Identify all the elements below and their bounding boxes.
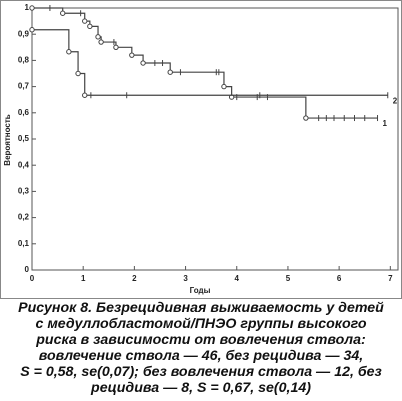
event-marker	[82, 92, 88, 98]
y-tick-label: 0,8	[18, 56, 30, 65]
chart-frame	[0, 0, 402, 299]
x-tick-label: 1	[81, 274, 86, 283]
event-marker	[60, 10, 66, 16]
x-tick-label: 4	[235, 274, 240, 283]
x-tick-label: 3	[183, 274, 188, 283]
plot-frame	[31, 7, 399, 271]
y-axis-label: Вероятность	[3, 114, 12, 165]
y-tick-label: 1	[25, 3, 30, 12]
event-marker	[66, 49, 72, 55]
y-tick-label: 0,6	[18, 108, 30, 117]
curve-label: 2	[393, 96, 398, 105]
caption-line: Рисунок 8. Безрецидивная выживаемость у …	[18, 300, 384, 316]
event-marker	[98, 39, 104, 45]
event-marker	[29, 27, 35, 33]
event-marker	[95, 34, 101, 40]
event-marker	[113, 44, 119, 50]
y-tick-label: 0,5	[18, 134, 30, 143]
event-marker	[75, 70, 81, 77]
event-marker	[29, 5, 35, 11]
caption-line: рецидива — 8, S = 0,67, se(0,14)	[91, 380, 311, 396]
event-marker	[167, 69, 173, 75]
y-tick-label: 0,7	[18, 82, 30, 91]
x-tick-label: 2	[132, 274, 137, 283]
y-tick-label: 0,3	[18, 187, 30, 196]
y-tick-label: 0,2	[18, 213, 30, 222]
event-marker	[82, 18, 88, 24]
caption-line: вовлечение ствола — 46, без рецидива — 3…	[38, 348, 364, 364]
caption-line: с медуллобластомой/ПНЭО группы высокого	[35, 316, 367, 332]
y-tick-label: 0,9	[18, 29, 30, 38]
y-tick-label: 0,4	[18, 160, 30, 169]
x-tick-label: 5	[286, 274, 291, 283]
survival-curve	[32, 29, 388, 96]
curve-label: 1	[383, 119, 388, 128]
event-marker	[87, 23, 93, 30]
caption-line: риска в зависимости от вовлечения ствола…	[36, 332, 366, 348]
x-axis-label: Годы	[190, 286, 211, 295]
event-marker	[140, 60, 146, 66]
y-tick-label: 0	[25, 265, 30, 274]
x-tick-label: 6	[337, 274, 342, 283]
y-tick-label: 0,1	[18, 239, 30, 248]
caption-line: S = 0,58, se(0,07); без вовлечения ствол…	[20, 364, 382, 380]
event-marker	[129, 52, 135, 58]
caption: Рисунок 8. Безрецидивная выживаемость у …	[0, 300, 402, 396]
x-tick-label: 7	[388, 274, 393, 283]
event-marker	[303, 115, 309, 121]
survival-curve	[32, 7, 378, 119]
event-marker	[221, 83, 227, 90]
x-tick-label: 0	[30, 274, 35, 283]
chart: Годы Вероятность 0 0,1 0,2 0,3 0,4 0,5 0,6 0,7 0…	[0, 0, 402, 299]
